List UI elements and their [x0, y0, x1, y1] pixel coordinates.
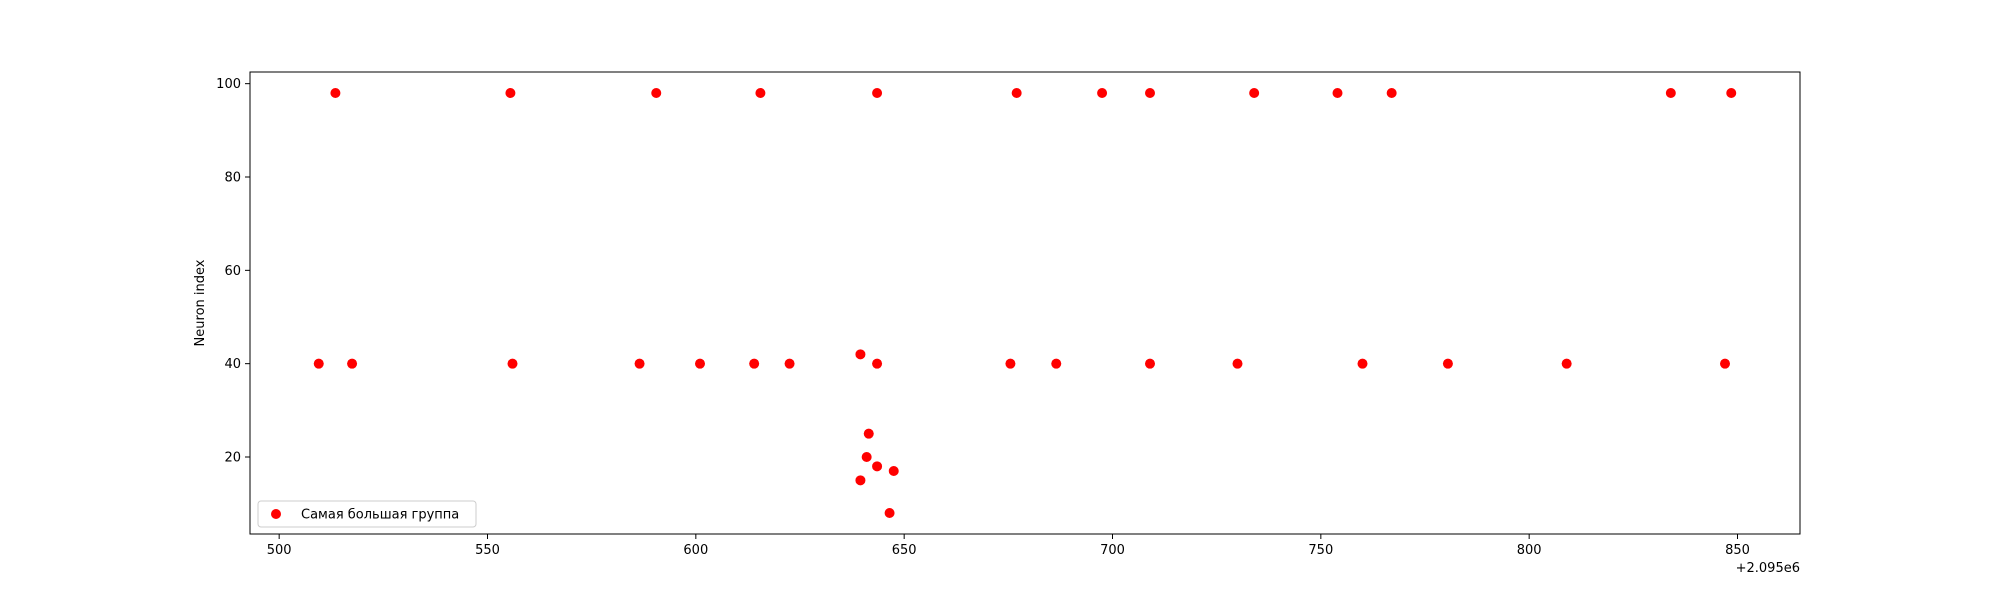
y-tick-label: 40: [224, 357, 241, 372]
data-point: [861, 452, 872, 462]
data-point: [313, 358, 324, 369]
data-point: [1442, 358, 1453, 369]
data-point: [855, 349, 866, 360]
data-point: [872, 461, 883, 472]
data-point: [888, 466, 899, 476]
data-point: [1145, 88, 1155, 98]
data-point: [1665, 88, 1676, 98]
data-point: [1232, 358, 1243, 369]
data-point: [784, 358, 795, 369]
x-tick-label: 750: [1308, 543, 1333, 558]
data-point: [872, 358, 883, 369]
data-point: [755, 88, 766, 98]
plot-area: [250, 72, 1800, 534]
data-point: [863, 428, 874, 439]
data-point: [634, 358, 645, 369]
data-point: [695, 358, 705, 369]
data-point: [507, 358, 518, 369]
data-point: [1726, 88, 1737, 98]
x-tick-label: 600: [683, 543, 708, 558]
data-point: [1332, 88, 1343, 98]
data-point: [872, 88, 883, 98]
x-tick-label: 800: [1517, 543, 1542, 558]
data-point: [347, 358, 358, 369]
x-tick-label: 700: [1100, 543, 1125, 558]
x-tick-label: 500: [267, 543, 292, 558]
data-point: [1720, 358, 1730, 369]
data-point: [1005, 358, 1016, 369]
x-tick-label: 650: [892, 543, 917, 558]
y-axis: 20 40 60 80 100: [216, 77, 250, 466]
data-point: [330, 88, 341, 98]
data-point: [749, 358, 760, 369]
data-point: [651, 88, 662, 98]
x-tick-label: 850: [1725, 543, 1750, 558]
y-axis-label: Neuron index: [193, 259, 208, 346]
legend-marker: [271, 509, 281, 519]
y-tick-label: 80: [224, 171, 241, 186]
data-point: [505, 88, 516, 98]
data-point: [1145, 358, 1155, 369]
data-point: [1386, 88, 1397, 98]
data-point: [1097, 88, 1108, 98]
legend-box: [257, 500, 477, 528]
legend-label: Самая большая группа: [301, 508, 459, 523]
x-tick-label: 550: [475, 543, 500, 558]
data-point: [1561, 358, 1572, 369]
y-tick-label: 20: [224, 451, 241, 466]
data-point: [884, 508, 895, 518]
y-tick-label: 100: [216, 77, 241, 92]
points-layer: [313, 88, 1737, 518]
data-point: [1357, 358, 1368, 369]
legend: Самая большая группа: [257, 500, 477, 528]
plot-frame: [249, 71, 1801, 535]
x-offset-label: +2.095e6: [1736, 561, 1800, 576]
x-axis: 500 550 600 650 700 750 800 850: [267, 534, 1750, 558]
data-point: [855, 475, 866, 486]
data-point: [1249, 88, 1260, 98]
data-point: [1011, 88, 1022, 98]
y-tick-label: 60: [224, 264, 241, 279]
data-point: [1051, 358, 1062, 369]
